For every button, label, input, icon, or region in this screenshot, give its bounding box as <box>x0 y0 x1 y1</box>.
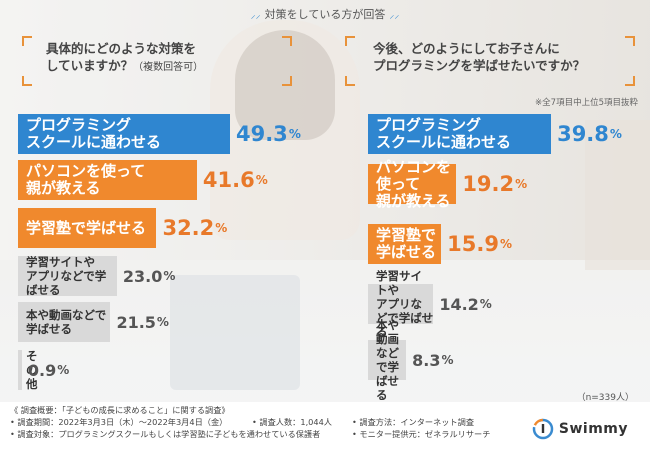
header: ⸝⸝ 対策をしている方が回答 ⸝⸝ <box>0 6 650 22</box>
question-2: 今後、どのようにしてお子さんに プログラミングを学ばせたいですか？ <box>345 36 635 86</box>
bar-label: 学習サイトや アプリなどで学ばせる <box>26 255 107 297</box>
footer-line-1: 《 調査概要：「子どもの成長に求めること」に関する調査》 <box>10 405 230 415</box>
footer: 《 調査概要：「子どもの成長に求めること」に関する調査》 • 調査期間：2022… <box>0 402 650 450</box>
bar-label: 学習塾で学ばせる <box>376 226 437 261</box>
footer-line-2c: • 調査方法：インターネット調査 <box>352 417 475 427</box>
bar-label: パソコンを使って 親が教える <box>376 157 452 210</box>
bar-left-0: プログラミング スクールに通わせる 49.3% <box>18 114 301 154</box>
bar-label: 学習塾で学ばせる <box>26 218 147 237</box>
bar-value: 14.2% <box>439 294 492 314</box>
question-2-title: 今後、どのようにしてお子さんに プログラミングを学ばせたいですか？ <box>373 41 586 73</box>
footer-line-2: • 調査期間：2022年3月3日（木）～2022年3月4日（金） <box>10 417 228 427</box>
bar-value: 49.3% <box>235 122 301 146</box>
bar-label: 本や動画などで学ばせる <box>376 318 399 402</box>
swimmy-logo: Swimmy <box>532 418 628 440</box>
bar-value: 0.9% <box>27 360 70 380</box>
question-1: 具体的にどのような対策を していますか？（複数回答可） <box>22 36 292 86</box>
bar-label: パソコンを使って 親が教える <box>26 162 146 197</box>
bar-value: 8.3% <box>412 350 454 370</box>
bar-left-5: その他 0.9% <box>18 349 69 391</box>
bar-left-1: パソコンを使って 親が教える 41.6% <box>18 160 268 200</box>
quote-mark-icon: ⸝⸝ <box>250 10 261 21</box>
bar-left-3: 学習サイトや アプリなどで学ばせる 23.0% <box>18 255 175 297</box>
bar-value: 15.9% <box>447 232 512 256</box>
bar-right-2: 学習塾で学ばせる 15.9% <box>368 224 512 264</box>
question-1-title: 具体的にどのような対策を していますか？ <box>46 41 197 73</box>
swimmy-logo-text: Swimmy <box>558 421 628 437</box>
sample-size: （n=339人） <box>576 393 634 403</box>
bar-label: 学習サイトや アプリなどで学ばせる <box>376 269 434 339</box>
footer-line-3b: • モニター提供元：ゼネラルリサーチ <box>352 429 491 439</box>
question-1-note: （複数回答可） <box>133 62 204 73</box>
bar-value: 32.2% <box>162 216 228 240</box>
footer-line-3: • 調査対象：プログラミングスクールもしくは学習塾に子どもを通わせている保護者 <box>10 429 321 439</box>
bar-right-0: プログラミング スクールに通わせる 39.8% <box>368 114 622 154</box>
bar-right-3: 学習サイトや アプリなどで学ばせる14.2% <box>368 269 492 339</box>
bar-left-4: 本や動画などで学ばせる 21.5% <box>18 302 169 342</box>
bar-value: 19.2% <box>462 172 528 196</box>
bar-label: 本や動画などで学ばせる <box>26 308 107 336</box>
bar-value: 39.8% <box>557 122 622 146</box>
bar-label: プログラミング スクールに通わせる <box>376 116 512 151</box>
bar-label: プログラミング スクールに通わせる <box>26 116 162 151</box>
bar-right-4: 本や動画などで学ばせる 8.3% <box>368 318 454 402</box>
quote-mark-icon: ⸝⸝ <box>389 10 400 21</box>
laptop-image <box>170 275 300 390</box>
bar-label: その他 <box>26 349 38 391</box>
bar-value: 41.6% <box>202 168 268 192</box>
bar-value: 21.5% <box>116 312 169 332</box>
bar-value: 23.0% <box>122 266 176 286</box>
footer-line-2b: • 調査人数：1,044人 <box>252 417 332 427</box>
bar-right-1: パソコンを使って 親が教える 19.2% <box>368 157 527 210</box>
swimmy-logo-icon <box>532 418 554 440</box>
bar-left-2: 学習塾で学ばせる 32.2% <box>18 208 227 248</box>
header-title: 対策をしている方が回答 <box>264 8 386 21</box>
question-2-note: ※全7項目中上位5項目抜粋 <box>535 98 638 108</box>
